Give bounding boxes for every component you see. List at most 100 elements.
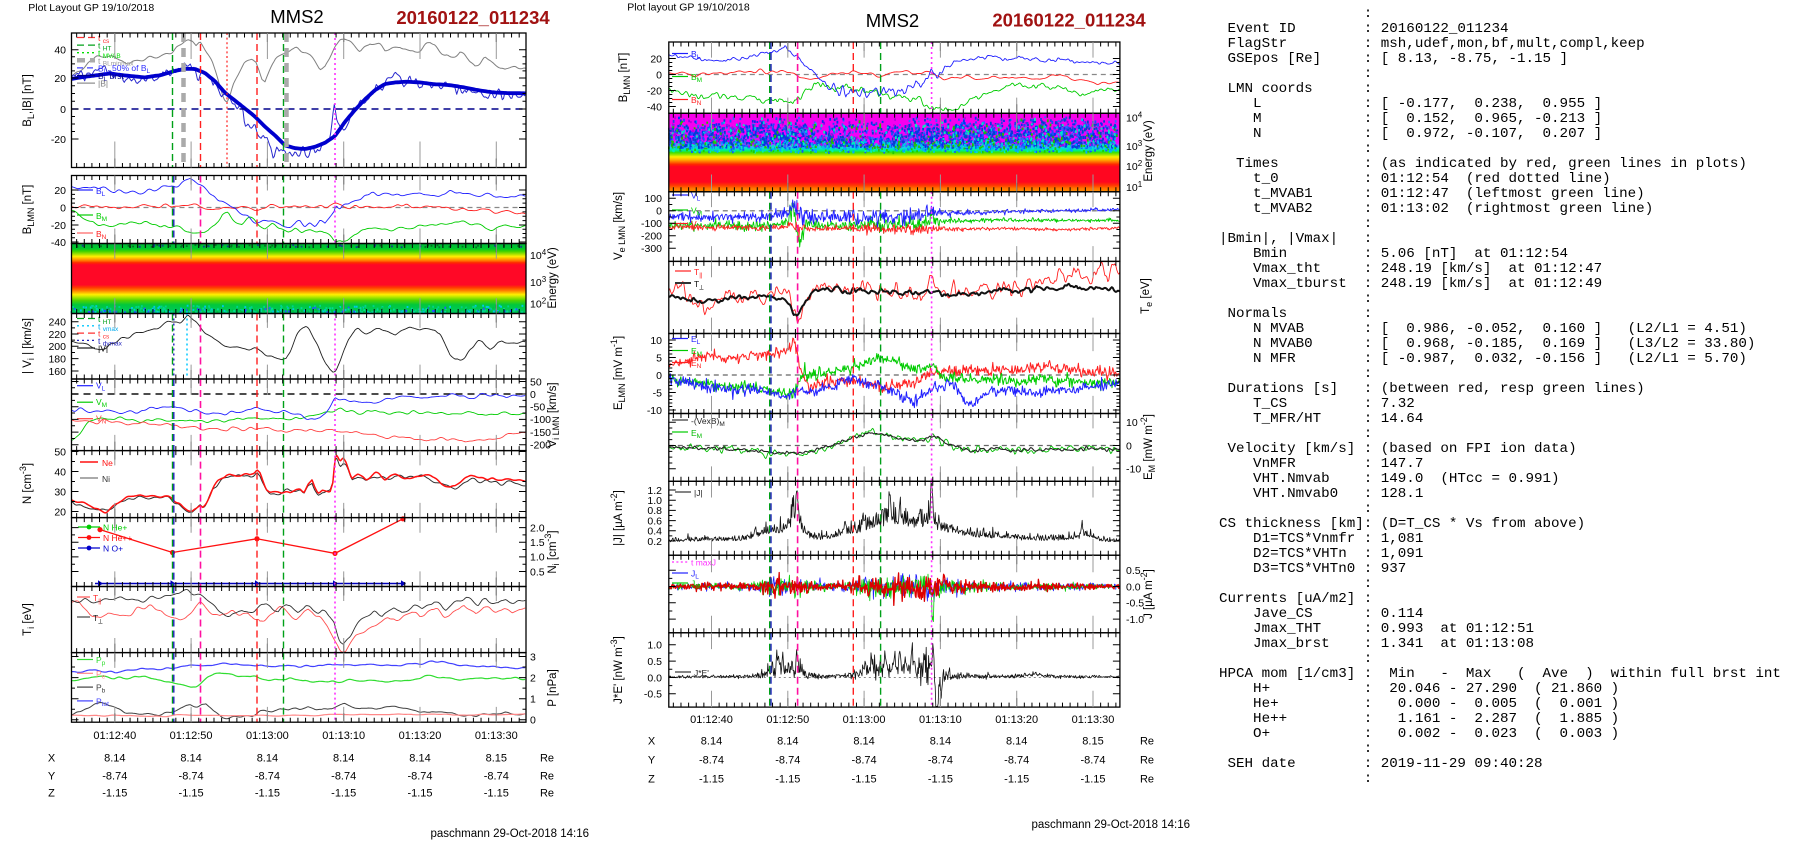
svg-text:8.14: 8.14 bbox=[180, 753, 201, 765]
svg-text:20160122_011234: 20160122_011234 bbox=[396, 7, 550, 28]
svg-text:Re: Re bbox=[540, 771, 554, 783]
svg-text:160: 160 bbox=[48, 366, 66, 378]
svg-text:0.6: 0.6 bbox=[647, 515, 662, 527]
svg-text:1.5: 1.5 bbox=[530, 537, 545, 549]
svg-text:0.4: 0.4 bbox=[647, 526, 662, 538]
svg-text:BL,|B| [nT]: BL,|B| [nT] bbox=[22, 74, 36, 127]
svg-text:180: 180 bbox=[48, 353, 66, 365]
svg-text:|V|: |V| bbox=[98, 344, 108, 354]
svg-text:-1.15: -1.15 bbox=[775, 774, 800, 786]
svg-text:200: 200 bbox=[48, 341, 66, 353]
svg-text:-8.74: -8.74 bbox=[852, 755, 877, 767]
svg-text:-8.74: -8.74 bbox=[484, 771, 509, 783]
svg-text:Re: Re bbox=[540, 788, 554, 800]
svg-text:-150: -150 bbox=[530, 427, 551, 439]
svg-text:10: 10 bbox=[650, 335, 662, 347]
svg-text:BL: BL bbox=[96, 186, 106, 198]
svg-text:Energy (eV): Energy (eV) bbox=[1143, 120, 1155, 182]
svg-text:-100: -100 bbox=[641, 218, 662, 230]
svg-text:0.0: 0.0 bbox=[1126, 581, 1141, 593]
svg-text:-8.74: -8.74 bbox=[1004, 755, 1029, 767]
svg-text:01:12:40: 01:12:40 bbox=[690, 714, 733, 726]
svg-text:-8.74: -8.74 bbox=[331, 771, 356, 783]
svg-text:Energy (eV): Energy (eV) bbox=[547, 247, 559, 309]
svg-text:MMS2: MMS2 bbox=[270, 6, 323, 27]
svg-text:01:12:50: 01:12:50 bbox=[170, 730, 213, 742]
svg-text:1: 1 bbox=[530, 694, 536, 706]
svg-text:0.2: 0.2 bbox=[647, 536, 662, 548]
svg-text:0: 0 bbox=[60, 202, 66, 214]
svg-text:0: 0 bbox=[656, 370, 662, 382]
svg-text:01:13:20: 01:13:20 bbox=[399, 730, 442, 742]
svg-text:20: 20 bbox=[54, 73, 66, 85]
svg-text:|J|: |J| bbox=[694, 488, 703, 498]
svg-text:2.0: 2.0 bbox=[530, 522, 545, 534]
svg-text:Re: Re bbox=[540, 753, 554, 765]
svg-text:BM: BM bbox=[96, 211, 107, 223]
svg-text:-50: -50 bbox=[530, 402, 545, 414]
svg-text:T⟂: T⟂ bbox=[93, 613, 103, 625]
svg-text:8.15: 8.15 bbox=[1082, 736, 1103, 748]
svg-text:VL: VL bbox=[96, 381, 106, 393]
svg-text:BLMN [nT]: BLMN [nT] bbox=[22, 185, 36, 235]
svg-text:BLMN [nT]: BLMN [nT] bbox=[618, 53, 632, 103]
svg-text:-1.15: -1.15 bbox=[484, 788, 509, 800]
svg-text:-(VexB)M: -(VexB)M bbox=[691, 416, 725, 428]
svg-text:-200: -200 bbox=[641, 231, 662, 243]
svg-text:-20: -20 bbox=[51, 220, 66, 232]
svg-text:J*E' [nW m-3]: J*E' [nW m-3] bbox=[609, 636, 625, 704]
svg-text:X: X bbox=[48, 753, 56, 765]
svg-text:1.0: 1.0 bbox=[647, 640, 662, 652]
svg-text:|J| [µA m-2]: |J| [µA m-2] bbox=[609, 490, 625, 546]
svg-text:Ti [eV]: Ti [eV] bbox=[22, 603, 36, 636]
svg-text:-1.15: -1.15 bbox=[928, 774, 953, 786]
svg-text:-8.74: -8.74 bbox=[407, 771, 432, 783]
svg-text:t cs: t cs bbox=[98, 33, 110, 45]
svg-text:-1.15: -1.15 bbox=[699, 774, 724, 786]
svg-text:-1.15: -1.15 bbox=[179, 788, 204, 800]
svg-text:JL: JL bbox=[691, 569, 699, 581]
svg-text:Ptot: Ptot bbox=[96, 696, 109, 708]
svg-text:8.15: 8.15 bbox=[486, 753, 507, 765]
svg-text:T⟂: T⟂ bbox=[694, 279, 704, 291]
svg-text:-100: -100 bbox=[530, 414, 551, 426]
svg-text:0: 0 bbox=[530, 389, 536, 401]
svg-text:01:13:10: 01:13:10 bbox=[919, 714, 962, 726]
svg-text:Y: Y bbox=[648, 755, 656, 767]
svg-text:Z: Z bbox=[648, 774, 655, 786]
svg-text:-1.15: -1.15 bbox=[1004, 774, 1029, 786]
svg-text:J [µA m-2]: J [µA m-2] bbox=[1139, 569, 1155, 619]
svg-text:1.2: 1.2 bbox=[647, 485, 662, 497]
svg-text:VM: VM bbox=[96, 397, 107, 409]
svg-text:-0.5: -0.5 bbox=[644, 689, 662, 701]
svg-text:01:13:00: 01:13:00 bbox=[246, 730, 289, 742]
svg-text:40: 40 bbox=[54, 466, 66, 478]
svg-text:01:13:30: 01:13:30 bbox=[475, 730, 518, 742]
svg-text:EM: EM bbox=[691, 346, 702, 358]
svg-text:-200: -200 bbox=[530, 440, 551, 452]
svg-text:t MVAB: t MVAB bbox=[98, 48, 121, 60]
svg-text:EN: EN bbox=[691, 358, 702, 370]
svg-text:0.5: 0.5 bbox=[530, 566, 545, 578]
svg-text:-300: -300 bbox=[641, 243, 662, 255]
svg-text:0.0: 0.0 bbox=[647, 672, 662, 684]
svg-text:0: 0 bbox=[60, 104, 66, 116]
svg-text:01:13:00: 01:13:00 bbox=[843, 714, 886, 726]
svg-text:t cs: t cs bbox=[98, 329, 110, 341]
svg-text:8.14: 8.14 bbox=[701, 736, 722, 748]
svg-text:T||: T|| bbox=[93, 593, 102, 605]
svg-text:0.5: 0.5 bbox=[647, 656, 662, 668]
svg-text:1.0: 1.0 bbox=[647, 495, 662, 507]
svg-text:P [nPa]: P [nPa] bbox=[547, 669, 559, 707]
svg-text:MMS2: MMS2 bbox=[866, 10, 919, 31]
svg-text:Pp: Pp bbox=[96, 655, 106, 667]
svg-text:-1.15: -1.15 bbox=[331, 788, 356, 800]
svg-text:8.14: 8.14 bbox=[1006, 736, 1027, 748]
svg-text:Plot Layout GP 19/10/2018: Plot Layout GP 19/10/2018 bbox=[28, 2, 154, 14]
svg-text:EM [mW m-2]: EM [mW m-2] bbox=[1139, 414, 1157, 480]
svg-text:paschmann 29-Oct-2018 14:16: paschmann 29-Oct-2018 14:16 bbox=[1031, 819, 1190, 831]
svg-text:-8.74: -8.74 bbox=[928, 755, 953, 767]
svg-text:8.14: 8.14 bbox=[104, 753, 125, 765]
svg-text:X: X bbox=[648, 736, 656, 748]
svg-text:8.14: 8.14 bbox=[333, 753, 354, 765]
